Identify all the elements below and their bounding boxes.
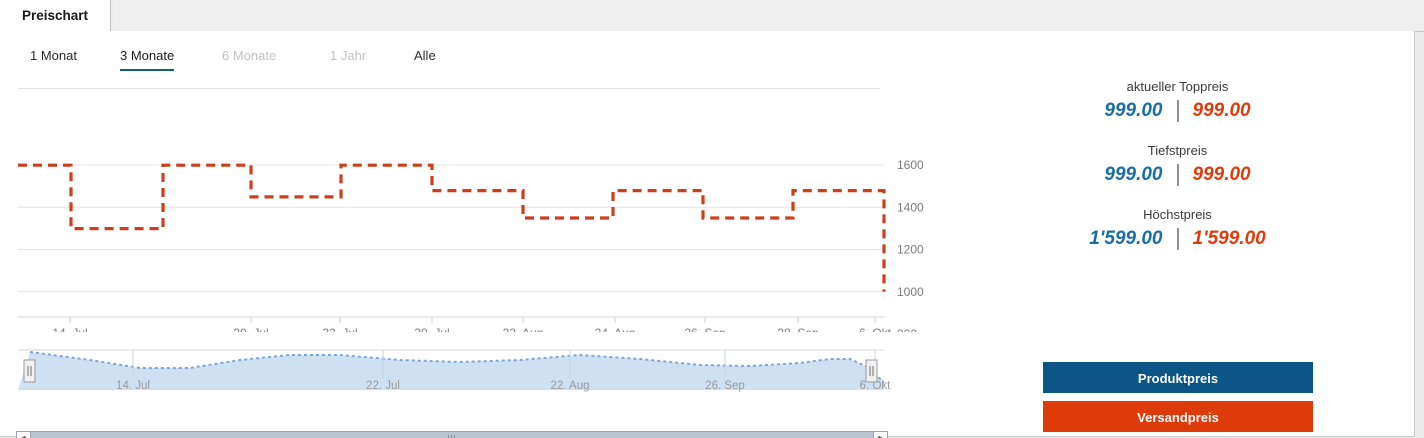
x-axis-tick-label: 6. Okt bbox=[859, 326, 892, 332]
price-block-label: aktueller Toppreis bbox=[1126, 79, 1229, 94]
range-tab-alle[interactable]: Alle bbox=[414, 48, 436, 63]
navigator-tick-label: 26. Sep bbox=[705, 380, 745, 392]
product-price-value: 1'599.00 bbox=[1089, 228, 1163, 249]
price-separator bbox=[1176, 228, 1179, 250]
tab-strip-filler bbox=[113, 0, 1424, 32]
x-axis-tick-label: 20. Jul bbox=[233, 326, 268, 332]
range-tab-1-jahr: 1 Jahr bbox=[330, 48, 367, 63]
range-tab-3-monate[interactable]: 3 Monate bbox=[120, 48, 175, 71]
range-selector-divider bbox=[18, 88, 880, 89]
main-panel: 1 Monat 3 Monate 6 Monate 1 Jahr Alle 1600 14… bbox=[0, 31, 1415, 438]
price-separator bbox=[1176, 164, 1179, 186]
price-chart-svg: 1600 1400 1200 1000 800 14. Jul 20. Jul 22. Jul… bbox=[18, 158, 924, 332]
navigator-series-line bbox=[29, 351, 885, 384]
y-axis-tick-label: 1200 bbox=[897, 243, 924, 257]
navigator-handle-left[interactable] bbox=[23, 359, 36, 383]
range-selector: 1 Monat 3 Monate 6 Monate 1 Jahr Alle bbox=[0, 48, 880, 82]
range-tab-6-monate: 6 Monate bbox=[222, 48, 277, 63]
y-axis-tick-label: 1000 bbox=[897, 285, 924, 299]
price-summary: aktueller Toppreis 999.00 999.00 Tiefstprei… bbox=[945, 79, 1410, 271]
x-axis-tick-label: 22. Aug bbox=[503, 326, 544, 332]
price-chart-plot: 1600 1400 1200 1000 800 14. Jul 20. Jul 22. Jul… bbox=[0, 92, 930, 332]
series-toggle-buttons: Produktpreis Versandpreis bbox=[1043, 362, 1313, 438]
price-block-values: 999.00 999.00 bbox=[945, 100, 1410, 122]
y-axis-tick-label: 1600 bbox=[897, 158, 924, 172]
produktpreis-button[interactable]: Produktpreis bbox=[1043, 362, 1313, 393]
x-axis-tick-label: 28. Sep bbox=[777, 326, 819, 332]
scrollbar-thumb[interactable]: ||| bbox=[31, 432, 873, 438]
y-axis-tick-label: 1400 bbox=[897, 200, 924, 214]
price-separator bbox=[1176, 100, 1179, 122]
price-series-line bbox=[18, 163, 886, 292]
x-axis-tick-label: 24. Aug bbox=[595, 326, 636, 332]
price-block-label: Höchstpreis bbox=[1143, 207, 1212, 222]
chart-navigator-svg[interactable]: 14. Jul 22. Jul 22. Aug 26. Sep 6. Okt bbox=[0, 346, 930, 394]
y-axis-tick-label: 800 bbox=[897, 327, 917, 332]
product-price-value: 999.00 bbox=[1104, 100, 1163, 121]
navigator-tick-label: 22. Aug bbox=[550, 380, 589, 392]
shipping-price-value: 1'599.00 bbox=[1192, 228, 1266, 249]
navigator-tick-label: 14. Jul bbox=[116, 380, 150, 392]
x-axis-tick-label: 14. Jul bbox=[52, 326, 87, 332]
x-axis-tick-label: 22. Jul bbox=[322, 326, 357, 332]
price-block-values: 999.00 999.00 bbox=[945, 164, 1410, 186]
x-axis-tick-label: 26. Sep bbox=[684, 326, 726, 332]
scrollbar-right-arrow[interactable]: ► bbox=[873, 431, 888, 438]
chart-navigator[interactable]: 14. Jul 22. Jul 22. Aug 26. Sep 6. Okt bbox=[0, 346, 930, 394]
range-tab-1-monat[interactable]: 1 Monat bbox=[30, 48, 77, 63]
scrollbar-left-arrow[interactable]: ◄ bbox=[16, 431, 31, 438]
scrollbar-track[interactable]: ||| bbox=[31, 431, 873, 438]
tab-preischart[interactable]: Preischart bbox=[0, 0, 112, 31]
navigator-tick-label: 6. Okt bbox=[860, 380, 891, 392]
navigator-handle-right[interactable] bbox=[865, 359, 878, 383]
price-block: Höchstpreis 1'599.00 1'599.00 bbox=[945, 207, 1410, 250]
navigator-tick-label: 22. Jul bbox=[366, 380, 400, 392]
product-price-value: 999.00 bbox=[1104, 164, 1163, 185]
price-block: Tiefstpreis 999.00 999.00 bbox=[945, 143, 1410, 186]
x-axis-tick-label: 30. Jul bbox=[414, 326, 449, 332]
versandpreis-button[interactable]: Versandpreis bbox=[1043, 401, 1313, 432]
shipping-price-value: 999.00 bbox=[1192, 100, 1251, 121]
price-block: aktueller Toppreis 999.00 999.00 bbox=[945, 79, 1410, 122]
shipping-price-value: 999.00 bbox=[1192, 164, 1251, 185]
tab-strip: Preischart bbox=[0, 0, 1424, 32]
chart-scrollbar[interactable]: ◄ ||| ► bbox=[16, 431, 888, 438]
price-block-values: 1'599.00 1'599.00 bbox=[945, 228, 1410, 250]
price-block-label: Tiefstpreis bbox=[1147, 143, 1208, 158]
tab-preischart-label: Preischart bbox=[22, 8, 89, 23]
